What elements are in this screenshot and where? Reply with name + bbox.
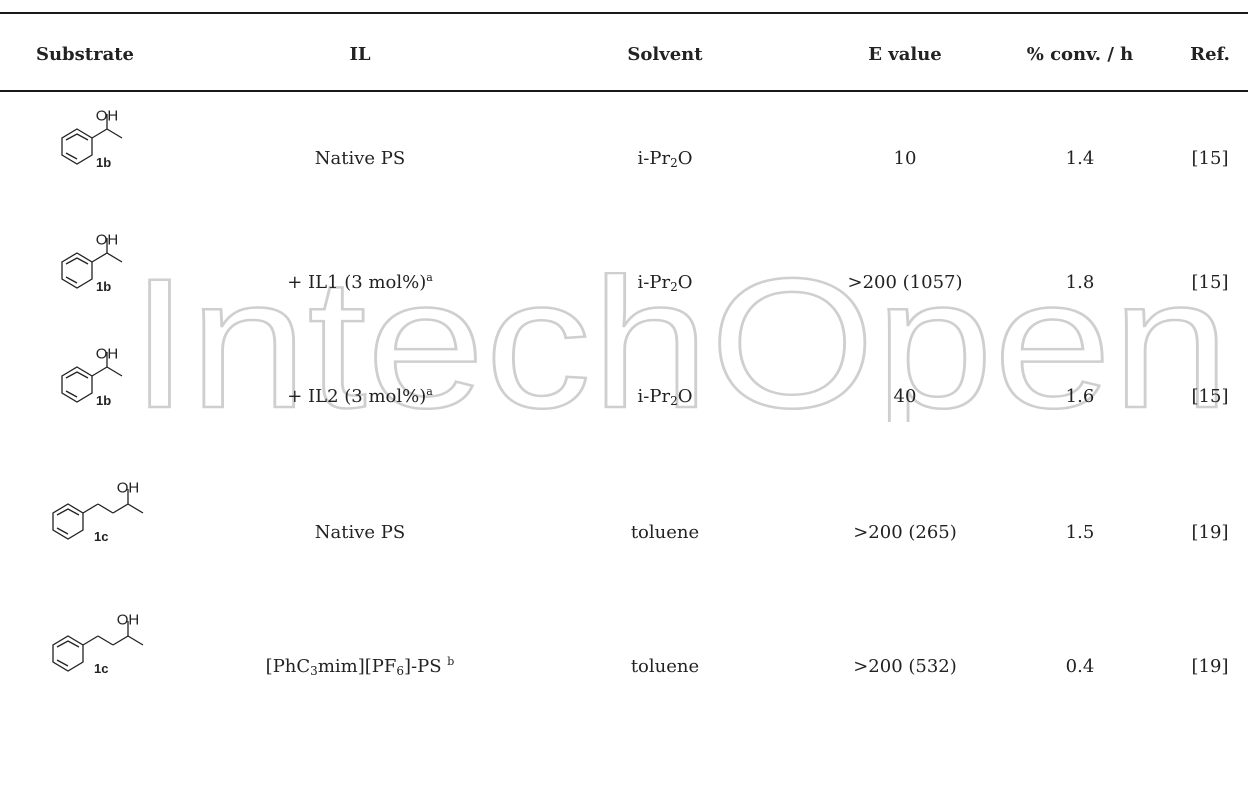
compound-label: 1b — [96, 279, 111, 294]
table-header: Substrate IL Solvent E value % conv. / h… — [0, 14, 1248, 90]
evalue-cell: >200 (265) — [853, 522, 957, 543]
header-il: IL — [349, 44, 371, 65]
evalue-cell: 10 — [893, 148, 917, 169]
compound-label: 1b — [96, 393, 111, 408]
header-ref: Ref. — [1190, 44, 1230, 65]
conv-cell: 1.6 — [1065, 386, 1095, 407]
header-conv: % conv. / h — [1026, 44, 1134, 65]
substrate-structure-1b: OH 1b — [61, 346, 123, 408]
evalue-cell: >200 (532) — [853, 656, 957, 677]
table-row: OH 1c Native PS toluene >200 (265) 1.5 [… — [0, 478, 1248, 578]
solvent-cell: toluene — [630, 656, 700, 677]
ref-cell: [15] — [1191, 386, 1229, 407]
il-cell: + IL2 (3 mol%)a — [287, 385, 433, 407]
table-top-rule — [0, 12, 1248, 14]
solvent-cell: i-Pr2O — [637, 272, 693, 294]
solvent-cell: i-Pr2O — [637, 386, 693, 408]
il-cell: Native PS — [314, 522, 406, 543]
conv-cell: 1.4 — [1065, 148, 1095, 169]
substrate-structure-1b: OH 1b — [61, 232, 123, 294]
intechopen-watermark: IntechOpen — [130, 272, 1231, 422]
conv-cell: 0.4 — [1065, 656, 1095, 677]
hydroxyl-label: OH — [96, 232, 119, 248]
conv-cell: 1.5 — [1065, 522, 1095, 543]
compound-label: 1c — [94, 529, 108, 544]
evalue-cell: 40 — [893, 386, 917, 407]
table-header-rule — [0, 90, 1248, 92]
table-row: OH 1b + IL1 (3 mol%)a i-Pr2O >200 (1057)… — [0, 232, 1248, 332]
header-substrate: Substrate — [35, 44, 135, 65]
table-row: OH 1c [PhC3mim][PF6]-PS b toluene >200 (… — [0, 610, 1248, 710]
ref-cell: [15] — [1191, 272, 1229, 293]
ref-cell: [15] — [1191, 148, 1229, 169]
header-solvent: Solvent — [627, 44, 703, 65]
substrate-structure-1c: OH 1c — [52, 611, 144, 676]
header-evalue: E value — [868, 44, 942, 65]
substrate-structure-1b: OH 1b — [61, 108, 123, 170]
il-cell: + IL1 (3 mol%)a — [287, 271, 433, 293]
il-cell: [PhC3mim][PF6]-PS b — [265, 655, 455, 678]
compound-label: 1b — [96, 155, 111, 170]
conv-cell: 1.8 — [1065, 272, 1095, 293]
hydroxyl-label: OH — [96, 108, 119, 124]
ref-cell: [19] — [1191, 656, 1229, 677]
hydroxyl-label: OH — [117, 611, 140, 628]
substrate-structure-1c: OH 1c — [52, 479, 144, 544]
table-row: OH 1b Native PS i-Pr2O 10 1.4 [15] — [0, 108, 1248, 208]
ref-cell: [19] — [1191, 522, 1229, 543]
solvent-cell: toluene — [630, 522, 700, 543]
il-cell: Native PS — [314, 148, 406, 169]
compound-label: 1c — [94, 661, 108, 676]
evalue-cell: >200 (1057) — [847, 272, 963, 293]
hydroxyl-label: OH — [96, 346, 119, 362]
hydroxyl-label: OH — [117, 479, 140, 496]
solvent-cell: i-Pr2O — [637, 148, 693, 170]
watermark-text: IntechOpen — [130, 272, 1230, 422]
table-row: OH 1b + IL2 (3 mol%)a i-Pr2O 40 1.6 [15] — [0, 346, 1248, 446]
